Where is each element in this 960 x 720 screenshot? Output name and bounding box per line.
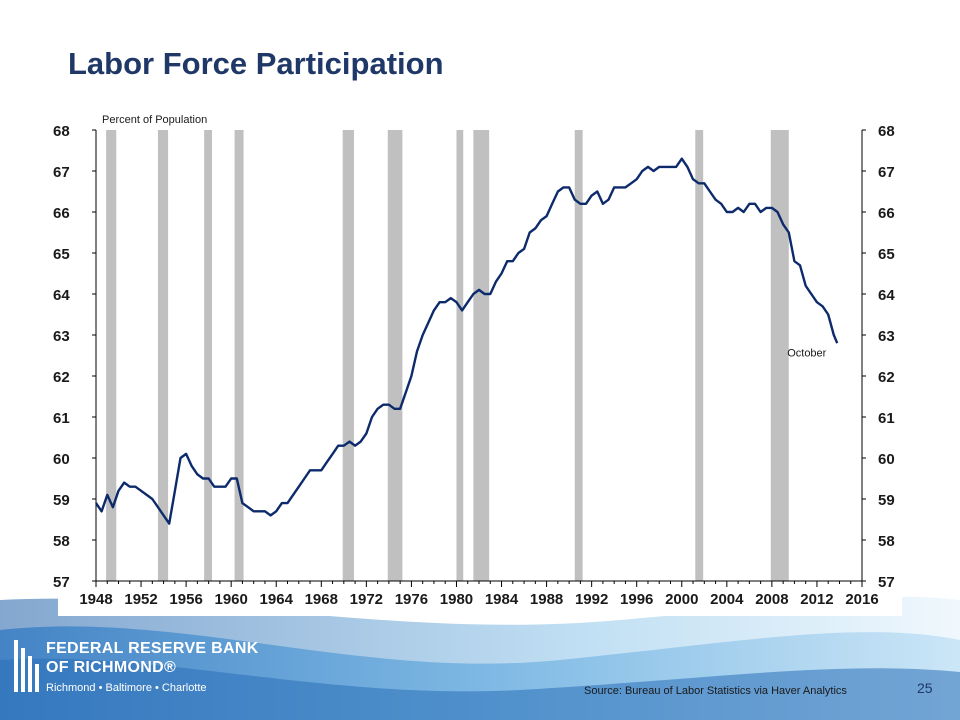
y-tick-label-left-62: 62 xyxy=(53,369,70,386)
y-tick-label-right-62: 62 xyxy=(878,369,895,386)
y-tick-label-right-64: 64 xyxy=(878,287,895,304)
logo-column-icon xyxy=(14,640,39,692)
recession-bar-7 xyxy=(473,130,490,581)
recession-bar-3 xyxy=(234,130,244,581)
y-tick-label-right-59: 59 xyxy=(878,492,895,509)
chart-series xyxy=(95,157,839,525)
recession-bars xyxy=(106,130,789,581)
y-tick-label-right-63: 63 xyxy=(878,328,895,345)
y-tick-label-left-66: 66 xyxy=(53,205,70,222)
x-tick-label-1952: 1952 xyxy=(124,591,157,608)
page-number: 25 xyxy=(917,680,933,696)
recession-bar-6 xyxy=(456,130,464,581)
y-tick-label-right-67: 67 xyxy=(878,164,895,181)
y-tick-label-right-65: 65 xyxy=(878,246,895,263)
y-tick-label-left-60: 60 xyxy=(53,451,70,468)
x-tick-label-2004: 2004 xyxy=(710,591,744,608)
x-tick-label-1960: 1960 xyxy=(214,591,247,608)
x-tick-label-1992: 1992 xyxy=(575,591,608,608)
logo-line-1: FEDERAL RESERVE BANK xyxy=(46,640,259,657)
recession-bar-10 xyxy=(770,130,789,581)
x-tick-label-1996: 1996 xyxy=(620,591,653,608)
x-tick-label-2008: 2008 xyxy=(755,591,788,608)
y-tick-label-right-68: 68 xyxy=(878,123,895,140)
recession-bar-0 xyxy=(106,130,117,581)
y-tick-label-left-68: 68 xyxy=(53,123,70,140)
x-tick-label-1948: 1948 xyxy=(79,591,112,608)
recession-bar-1 xyxy=(157,130,169,581)
logo-line-2: OF RICHMOND® xyxy=(46,659,177,676)
logo-line-3: Richmond • Baltimore • Charlotte xyxy=(46,682,207,694)
x-tick-label-1956: 1956 xyxy=(169,591,202,608)
x-tick-label-2012: 2012 xyxy=(800,591,833,608)
y-axis-label: Percent of Population xyxy=(102,114,207,126)
x-tick-label-1976: 1976 xyxy=(395,591,428,608)
x-tick-label-1972: 1972 xyxy=(350,591,383,608)
recession-bar-9 xyxy=(695,130,704,581)
y-tick-label-right-57: 57 xyxy=(878,574,895,591)
x-tick-label-1980: 1980 xyxy=(440,591,473,608)
y-tick-label-right-60: 60 xyxy=(878,451,895,468)
slide-title: Labor Force Participation xyxy=(68,46,444,81)
x-tick-label-1964: 1964 xyxy=(260,591,294,608)
series-line-0 xyxy=(95,157,839,525)
y-tick-label-left-63: 63 xyxy=(53,328,70,345)
recession-bar-2 xyxy=(204,130,213,581)
x-tick-label-2000: 2000 xyxy=(665,591,698,608)
y-tick-label-left-65: 65 xyxy=(53,246,70,263)
annotation-october: October xyxy=(787,347,826,359)
y-tick-label-right-58: 58 xyxy=(878,533,895,550)
y-tick-label-left-67: 67 xyxy=(53,164,70,181)
y-tick-label-left-64: 64 xyxy=(53,287,70,304)
chart-ticks: 57 57 58 58 59 59 60 60 61 61 62 62 63 63 64 64 65 65 66 66… xyxy=(53,123,895,608)
recession-bar-5 xyxy=(387,130,403,581)
y-tick-label-right-66: 66 xyxy=(878,205,895,222)
y-tick-label-left-59: 59 xyxy=(53,492,70,509)
x-tick-label-1968: 1968 xyxy=(305,591,338,608)
y-tick-label-left-57: 57 xyxy=(53,574,70,591)
y-tick-label-right-61: 61 xyxy=(878,410,895,427)
recession-bar-4 xyxy=(342,130,354,581)
x-tick-label-2016: 2016 xyxy=(845,591,878,608)
recession-bar-8 xyxy=(574,130,583,581)
source-note: Source: Bureau of Labor Statistics via H… xyxy=(584,685,847,697)
y-tick-label-left-58: 58 xyxy=(53,533,70,550)
x-tick-label-1984: 1984 xyxy=(485,591,519,608)
x-tick-label-1988: 1988 xyxy=(530,591,563,608)
y-tick-label-left-61: 61 xyxy=(53,410,70,427)
